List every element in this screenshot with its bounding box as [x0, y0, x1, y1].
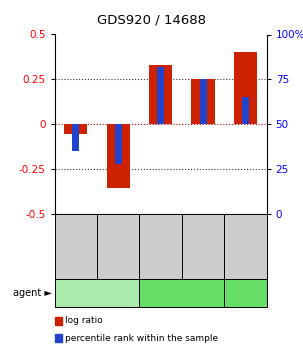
Text: log ratio: log ratio [65, 316, 103, 325]
Text: GSM27524: GSM27524 [71, 226, 80, 267]
Text: aza-dC,
TSA: aza-dC, TSA [228, 284, 262, 303]
Text: GSM27526: GSM27526 [241, 226, 250, 267]
Text: TSA: TSA [173, 289, 191, 298]
Bar [64, 124, 87, 134]
Text: GSM27528: GSM27528 [114, 226, 123, 267]
Bar [149, 65, 172, 124]
Bar [191, 79, 215, 124]
Text: percentile rank within the sample: percentile rank within the sample [65, 334, 218, 343]
Text: GDS920 / 14688: GDS920 / 14688 [97, 14, 206, 27]
Text: GSM27525: GSM27525 [156, 226, 165, 267]
Bar [157, 67, 164, 124]
Bar [115, 124, 122, 164]
Text: agent ►: agent ► [13, 288, 52, 298]
Text: aza-dC: aza-dC [82, 289, 112, 298]
Text: GSM27529: GSM27529 [198, 226, 208, 267]
Bar [199, 79, 207, 124]
Bar [234, 52, 257, 124]
Bar [107, 124, 130, 188]
Bar [242, 97, 249, 124]
Bar [72, 124, 79, 151]
